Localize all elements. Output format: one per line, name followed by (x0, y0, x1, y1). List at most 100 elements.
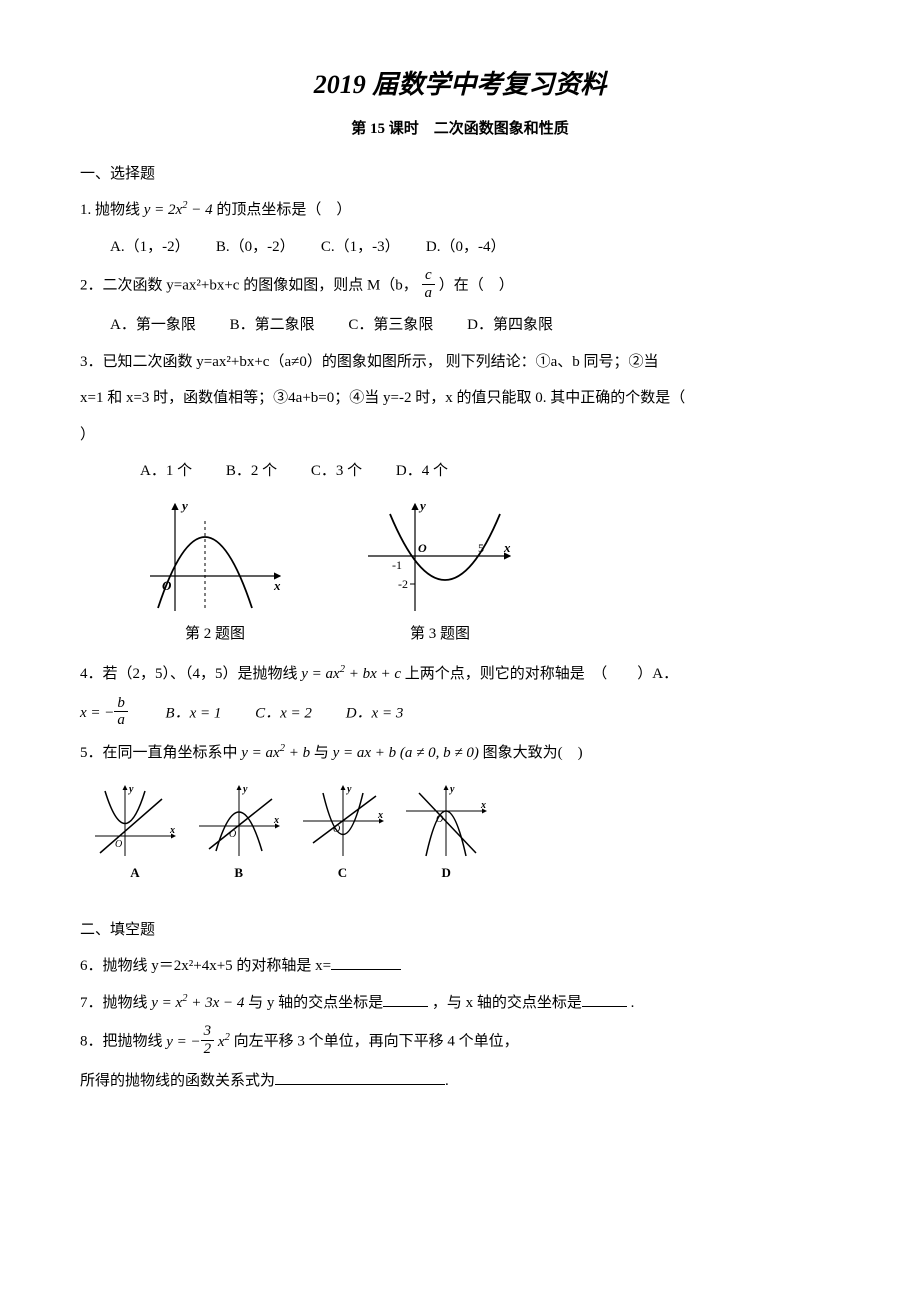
question-3-line3: ） (80, 421, 840, 450)
q5-opt-c-wrap: y x O C (298, 781, 388, 886)
q5-label-d: D (401, 861, 491, 886)
q2-y-label: y (180, 498, 188, 513)
q8-frac-num: 3 (201, 1023, 215, 1041)
question-4: 4．若（2，5）、（4，5）是抛物线 y = ax2 + bx + c 上两个点… (80, 660, 840, 689)
q8-formula: y = − 3 2 x2 (166, 1034, 233, 1050)
q5-f1: y = ax2 + b (241, 745, 310, 761)
q7-formula: y = x2 + 3x − 4 (151, 995, 244, 1011)
q5-graph-c: y x O (298, 781, 388, 861)
q5-graph-a: y x O (90, 781, 180, 861)
q3-options: A．1 个 B．2 个 C．3 个 D．4 个 (80, 457, 840, 486)
q5-opt-d-wrap: y x O D (401, 781, 491, 886)
svg-text:x: x (377, 810, 383, 821)
q1-formula: y = 2x2 − 4 (144, 202, 213, 218)
q2-x-label: x (273, 578, 281, 593)
q4-opt-c: C．x = 2 (255, 705, 312, 721)
q2-stem-post: ）在（ ） (439, 278, 514, 294)
q8-mid: 向左平移 3 个单位，再向下平移 4 个单位， (234, 1034, 519, 1050)
q5-graph-d: y x O (401, 781, 491, 861)
q5-label-a: A (90, 861, 180, 886)
question-2: 2．二次函数 y=ax²+bx+c 的图像如图，则点 M（b， c a ）在（ … (80, 269, 840, 303)
page-subtitle: 第 15 课时 二次函数图象和性质 (80, 115, 840, 144)
q7-mid2: ，与 x 轴的交点坐标是 (432, 995, 582, 1011)
q2-q3-graphs: y x O y x O -1 -2 5 (80, 496, 840, 616)
q5-opt-a-wrap: y x O A (90, 781, 180, 886)
q1-stem-pre: 1. 抛物线 (80, 202, 144, 218)
q2-opt-b: B．第二象限 (230, 317, 315, 333)
q3-y-label: y (418, 498, 426, 513)
graph-captions: 第 2 题图 第 3 题图 (80, 620, 840, 649)
section-1-heading: 一、选择题 (80, 160, 840, 189)
q2-graph-caption: 第 2 题图 (140, 620, 290, 649)
q1-options: A.（1，-2） B.（0，-2） C.（1，-3） D.（0，-4） (80, 233, 840, 262)
q5-stem-post: 图象大致为( ) (483, 745, 583, 761)
q1-stem-post: 的顶点坐标是（ ） (216, 202, 351, 218)
q2-opt-c: C．第三象限 (348, 317, 433, 333)
q4-opt-a-num: b (114, 695, 128, 713)
svg-text:y: y (242, 784, 248, 795)
svg-text:y: y (346, 784, 352, 795)
q5-stem-pre: 5．在同一直角坐标系中 (80, 745, 241, 761)
question-8: 8．把抛物线 y = − 3 2 x2 向左平移 3 个单位，再向下平移 4 个… (80, 1025, 840, 1059)
q4-options: x = − b a B．x = 1 C．x = 2 D．x = 3 (80, 697, 840, 731)
q1-opt-b: B.（0，-2） (216, 239, 287, 255)
q8-line2-text: 所得的抛物线的函数关系式为 (80, 1073, 275, 1089)
q4-opt-a-pre: x = − (80, 705, 114, 721)
q2-frac-num: c (422, 267, 436, 285)
q7-mid1: 与 y 轴的交点坐标是 (248, 995, 383, 1011)
q3-x-label: x (503, 540, 511, 555)
q2-opt-a: A．第一象限 (110, 317, 196, 333)
svg-text:x: x (273, 815, 279, 826)
q3-opt-b: B．2 个 (226, 463, 277, 479)
q5-label-c: C (298, 861, 388, 886)
question-3-line1: 3．已知二次函数 y=ax²+bx+c（a≠0）的图象如图所示， 则下列结论：①… (80, 348, 840, 377)
q5-graph-b: y x O (194, 781, 284, 861)
question-7: 7．抛物线 y = x2 + 3x − 4 与 y 轴的交点坐标是 ，与 x 轴… (80, 989, 840, 1018)
page-title: 2019 届数学中考复习资料 (80, 60, 840, 109)
q2-graph: y x O (140, 496, 290, 616)
question-3-line2: x=1 和 x=3 时，函数值相等；③4a+b=0；④当 y=-2 时，x 的值… (80, 384, 840, 413)
q2-fraction: c a (422, 267, 436, 301)
q4-formula: y = ax2 + bx + c (301, 666, 401, 682)
q2-opt-d: D．第四象限 (467, 317, 553, 333)
svg-text:x: x (480, 800, 486, 811)
q3-opt-d: D．4 个 (396, 463, 448, 479)
question-6: 6．抛物线 y＝2x²+4x+5 的对称轴是 x= (80, 952, 840, 981)
q1-opt-d: D.（0，-4） (426, 239, 506, 255)
q2-frac-den: a (422, 285, 436, 302)
q7-blank-1 (383, 991, 428, 1007)
q4-opt-d: D．x = 3 (346, 705, 404, 721)
question-5: 5．在同一直角坐标系中 y = ax2 + b 与 y = ax + b (a … (80, 739, 840, 768)
q8-blank (275, 1069, 445, 1085)
q4-opt-b: B．x = 1 (165, 705, 221, 721)
q5-label-b: B (194, 861, 284, 886)
q3-graph: y x O -1 -2 5 (360, 496, 520, 616)
q4-opt-a: x = − b a (80, 705, 132, 721)
q5-opt-b-wrap: y x O B (194, 781, 284, 886)
q3-opt-a: A．1 个 (140, 463, 192, 479)
q5-mid: 与 (314, 745, 333, 761)
q5-options-graphs: y x O A y x O B y x O C y x O (80, 781, 840, 888)
q1-opt-a: A.（1，-2） (110, 239, 182, 255)
q4-stem-pre: 4．若（2，5）、（4，5）是抛物线 (80, 666, 301, 682)
svg-text:x: x (169, 825, 175, 836)
q8-pre: 8．把抛物线 (80, 1034, 166, 1050)
q2-stem-pre: 2．二次函数 y=ax²+bx+c 的图像如图，则点 M（b， (80, 278, 418, 294)
q1-opt-c: C.（1，-3） (321, 239, 392, 255)
q8-f-pre: y = − (166, 1034, 200, 1050)
q6-blank (331, 954, 401, 970)
section-2-heading: 二、填空题 (80, 916, 840, 945)
q7-end: . (631, 995, 635, 1011)
svg-text:y: y (128, 784, 134, 795)
q3-tick-neg2: -2 (398, 577, 408, 591)
q3-opt-c: C．3 个 (311, 463, 362, 479)
q7-pre: 7．抛物线 (80, 995, 151, 1011)
q8-frac-den: 2 (201, 1041, 215, 1058)
svg-text:O: O (115, 839, 122, 850)
q4-opt-a-den: a (114, 712, 128, 729)
question-1: 1. 抛物线 y = 2x2 − 4 的顶点坐标是（ ） (80, 196, 840, 225)
q3-o-label: O (418, 541, 427, 555)
q3-tick-neg1: -1 (392, 558, 402, 572)
q3-graph-caption: 第 3 题图 (360, 620, 520, 649)
q5-f2: y = ax + b (a ≠ 0, b ≠ 0) (333, 745, 479, 761)
